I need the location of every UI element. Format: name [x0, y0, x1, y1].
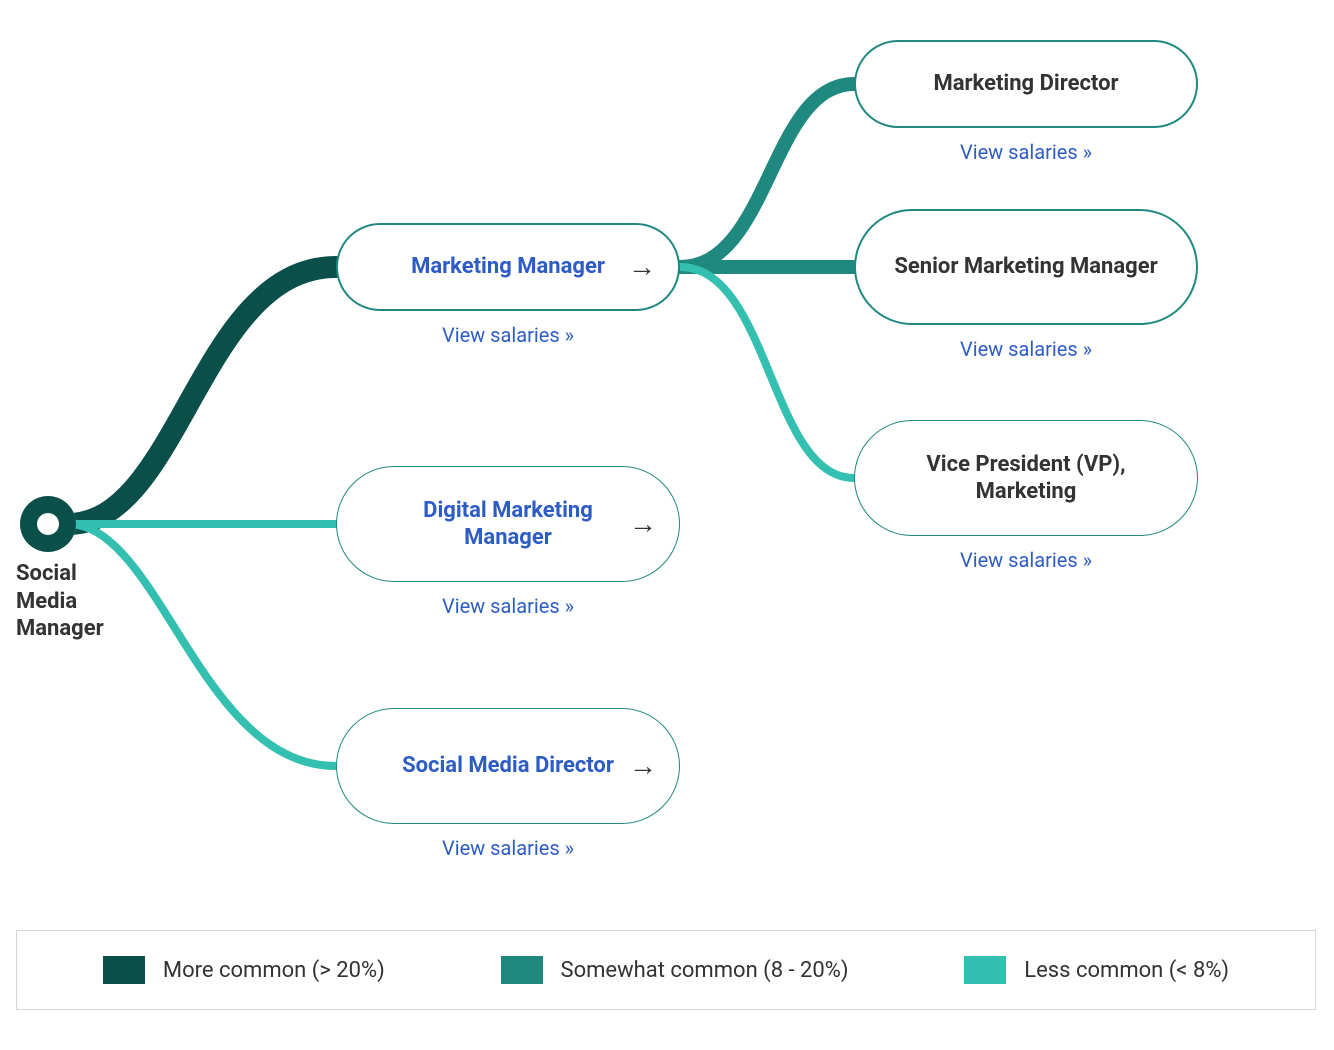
- root-label: Social Media Manager: [16, 560, 136, 643]
- node-vp-marketing[interactable]: Vice President (VP), Marketing: [854, 420, 1198, 536]
- node-label: Marketing Manager: [411, 253, 605, 281]
- legend-text: Less common (< 8%): [1024, 958, 1229, 983]
- legend-item-less: Less common (< 8%): [964, 956, 1229, 984]
- edge-root-marketing-manager: [68, 267, 336, 524]
- node-marketing-director[interactable]: Marketing Director: [854, 40, 1198, 128]
- legend: More common (> 20%) Somewhat common (8 -…: [16, 930, 1316, 1010]
- legend-swatch: [964, 956, 1006, 984]
- salary-link-social-media-director[interactable]: View salaries »: [336, 836, 680, 860]
- arrow-right-icon: →: [629, 752, 657, 780]
- root-dot: [20, 496, 76, 552]
- node-label: Social Media Director: [402, 752, 614, 780]
- node-social-media-director[interactable]: Social Media Director →: [336, 708, 680, 824]
- career-path-diagram: Social Media Manager Marketing Manager →…: [0, 0, 1334, 1050]
- salary-link-marketing-director[interactable]: View salaries »: [854, 140, 1198, 164]
- salary-link-vp-marketing[interactable]: View salaries »: [854, 548, 1198, 572]
- arrow-right-icon: →: [629, 510, 657, 538]
- node-senior-marketing-manager[interactable]: Senior Marketing Manager: [854, 209, 1198, 325]
- salary-link-digital-marketing-manager[interactable]: View salaries »: [336, 594, 680, 618]
- edge-mm-vp-marketing: [680, 267, 854, 478]
- legend-item-somewhat: Somewhat common (8 - 20%): [501, 956, 849, 984]
- legend-text: More common (> 20%): [163, 958, 385, 983]
- node-label: Senior Marketing Manager: [894, 253, 1157, 281]
- node-label: Digital Marketing Manager: [386, 497, 630, 552]
- salary-link-marketing-manager[interactable]: View salaries »: [336, 323, 680, 347]
- legend-item-more: More common (> 20%): [103, 956, 385, 984]
- legend-swatch: [103, 956, 145, 984]
- edge-mm-marketing-director: [680, 84, 854, 267]
- node-label: Marketing Director: [933, 70, 1118, 98]
- node-marketing-manager[interactable]: Marketing Manager →: [336, 223, 680, 311]
- node-digital-marketing-manager[interactable]: Digital Marketing Manager →: [336, 466, 680, 582]
- arrow-right-icon: →: [628, 253, 656, 281]
- node-label: Vice President (VP), Marketing: [884, 451, 1168, 506]
- legend-swatch: [501, 956, 543, 984]
- salary-link-senior-marketing-manager[interactable]: View salaries »: [854, 337, 1198, 361]
- legend-text: Somewhat common (8 - 20%): [561, 958, 849, 983]
